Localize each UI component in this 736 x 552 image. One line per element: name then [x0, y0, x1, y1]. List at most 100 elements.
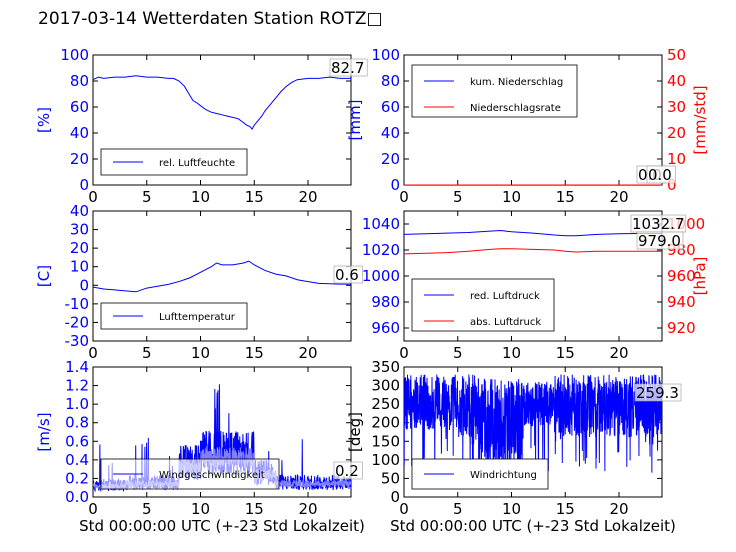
- x-tick-label: 20: [298, 500, 317, 518]
- x-tick-label: 10: [502, 344, 521, 362]
- x-tick-label: 20: [298, 344, 317, 362]
- y2-tick-label: 960: [667, 267, 696, 285]
- x-tick-label: 5: [142, 344, 152, 362]
- y-axis-label: [m/s]: [35, 412, 53, 451]
- legend: rel. Luftfeuchte: [100, 148, 248, 176]
- legend: kum. Niederschlag Niederschlagsrate: [411, 64, 578, 118]
- y-tick-label: 0.0: [65, 488, 89, 506]
- value-annotation-box: [333, 265, 363, 284]
- y-tick-label: 20: [70, 150, 89, 168]
- x-tick-label: 10: [191, 500, 210, 518]
- subplot-precipitation: 0 5 10 15 20 0 20 40 60 80 100 0 10 20 30 40 50 [mm/std] […: [346, 46, 709, 206]
- x-tick-label: 0: [88, 344, 98, 362]
- x-tick-label: 0: [399, 500, 409, 518]
- y2-tick-label: 40: [667, 72, 686, 90]
- legend-box: [411, 64, 578, 118]
- y-tick-label: 0.8: [65, 414, 89, 432]
- legend-entry: Windrichtung: [470, 470, 537, 481]
- y2-axis-label: [mm/std]: [691, 85, 709, 154]
- y-tick-label: 0: [390, 488, 400, 506]
- y-tick-label: 250: [371, 395, 400, 413]
- y-tick-label: 40: [381, 124, 400, 142]
- legend-entry: rel. Luftfeuchte: [159, 158, 235, 169]
- y-tick-label: 20: [381, 150, 400, 168]
- y-tick-label: 50: [381, 469, 400, 487]
- y2-tick-label: 10: [667, 150, 686, 168]
- y-tick-label: -20: [65, 313, 90, 331]
- series-line-0: [93, 75, 351, 130]
- x-tick-label: 10: [502, 188, 521, 206]
- value-annotation-box: [646, 165, 676, 184]
- y-tick-label: 10: [70, 258, 89, 276]
- y-tick-label: 30: [70, 221, 89, 239]
- x-tick-label: 0: [88, 500, 98, 518]
- x-tick-label: 20: [298, 188, 317, 206]
- y-tick-label: 1.0: [65, 395, 89, 413]
- series-group: [404, 229, 662, 255]
- y-tick-label: 60: [381, 98, 400, 116]
- x-tick-label: 5: [142, 500, 152, 518]
- x-tick-label: 20: [609, 344, 628, 362]
- legend-entry: Niederschlagsrate: [470, 103, 561, 114]
- y2-tick-label: 0: [667, 176, 677, 194]
- series-line-1: [404, 248, 662, 255]
- x-tick-label: 15: [245, 344, 264, 362]
- y-tick-label: 60: [70, 98, 89, 116]
- value-annotation-box: [333, 461, 363, 480]
- y2-axis-label: [hPa]: [691, 257, 709, 296]
- legend: Windgeschwindigkeit: [100, 458, 280, 490]
- series-line-0: [404, 374, 662, 475]
- y-tick-label: 40: [70, 202, 89, 220]
- value-annotation: 0.0: [648, 166, 672, 184]
- x-tick-label: 15: [556, 500, 575, 518]
- legend-entry: red. Luftdruck: [470, 291, 540, 302]
- subplot-temperature: 0 5 10 15 20-30-20-10010203040[C]Lufttempera…: [35, 202, 363, 362]
- x-tick-label: 15: [245, 188, 264, 206]
- value-annotation: 259.3: [636, 384, 679, 402]
- value-annotation-box: [329, 58, 368, 77]
- series-group: [404, 374, 662, 475]
- x-tick-label: 20: [609, 500, 628, 518]
- value-annotation: 1032.7: [632, 215, 685, 233]
- y-tick-label: -30: [65, 332, 90, 350]
- y-tick-label: 20: [70, 239, 89, 257]
- y-tick-label: 200: [371, 414, 400, 432]
- x-tick-label: 15: [556, 188, 575, 206]
- x-tick-label: 15: [556, 344, 575, 362]
- y-tick-label: 980: [371, 293, 400, 311]
- y-tick-label: 1000: [362, 267, 400, 285]
- legend: Lufttemperatur: [100, 302, 248, 330]
- x-tick-label: 0: [399, 344, 409, 362]
- subplot-pressure: 0510152096098010001020104092094096098010…: [362, 210, 709, 362]
- value-annotation-box: [636, 231, 684, 250]
- subplot-wind-direction: 0 5 10 15 20050100150200250300350[deg]Windri…: [346, 358, 682, 535]
- x-tick-label: 15: [245, 500, 264, 518]
- y2-tick-label: 920: [667, 319, 696, 337]
- legend-entry: Windgeschwindigkeit: [159, 470, 265, 481]
- legend-box: [411, 278, 555, 332]
- legend: Windrichtung: [411, 458, 549, 490]
- y-tick-label: 40: [70, 124, 89, 142]
- value-annotation-box: [634, 383, 682, 402]
- y-tick-label: 0: [390, 176, 400, 194]
- subplot-humidity: 0 5 10 15 20 0 20 40 60 80 100 [%] rel. Luftfeuchte 8…: [35, 46, 368, 206]
- legend: red. Luftdruck abs. Luftdruck: [411, 278, 555, 332]
- value-annotation: 82.7: [331, 59, 364, 77]
- x-tick-label: 0: [88, 188, 98, 206]
- y-tick-label: 100: [371, 46, 400, 64]
- y-tick-label: 960: [371, 319, 400, 337]
- value-annotation: 0.6: [335, 266, 359, 284]
- y-tick-label: 0: [79, 176, 89, 194]
- y-axis-label: [C]: [35, 265, 53, 287]
- y-tick-label: 150: [371, 432, 400, 450]
- y-tick-label: 0.2: [65, 469, 89, 487]
- x-tick-label: 20: [609, 188, 628, 206]
- legend-entry: kum. Niederschlag: [470, 77, 563, 88]
- legend-entry: Lufttemperatur: [159, 312, 236, 323]
- x-tick-label: 5: [453, 344, 463, 362]
- y-tick-label: 1.2: [65, 377, 89, 395]
- x-tick-label: 5: [142, 188, 152, 206]
- y-tick-label: 0: [79, 276, 89, 294]
